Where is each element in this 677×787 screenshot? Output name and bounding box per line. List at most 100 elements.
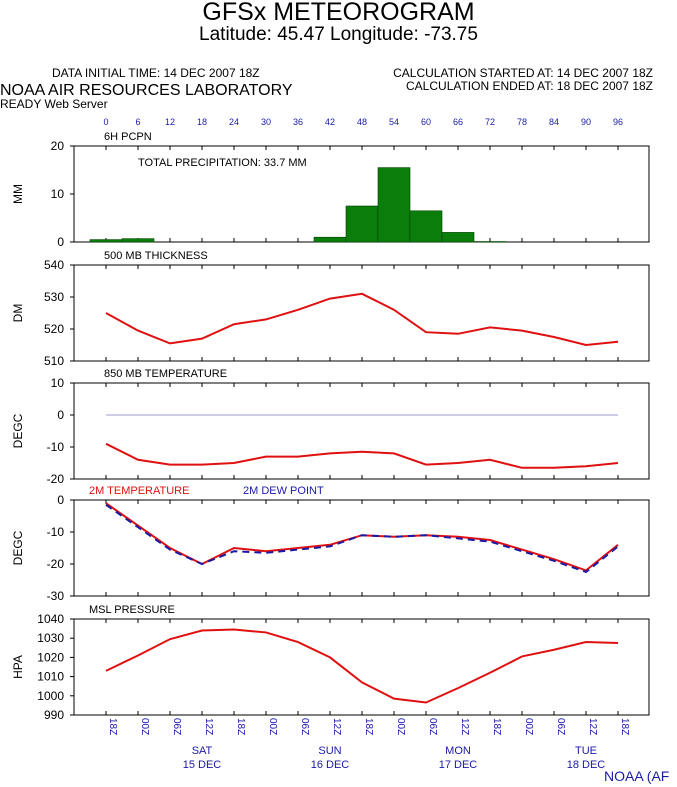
y-tick-label: -10 <box>47 440 65 454</box>
precip-bar <box>441 232 475 243</box>
forecast-hour-label: 36 <box>293 117 303 127</box>
date-label: 17 DEC <box>439 759 478 771</box>
time-tick-label: 06Z <box>555 718 566 735</box>
time-tick-label: 12Z <box>459 718 470 735</box>
time-tick-label: 00Z <box>395 718 406 735</box>
forecast-hour-label: 60 <box>421 117 431 127</box>
y-tick-label: 10 <box>51 376 65 390</box>
y-tick-label: 520 <box>44 322 64 336</box>
time-tick-label: 00Z <box>139 718 150 735</box>
precip-bar <box>345 205 379 243</box>
calculation-started: CALCULATION STARTED AT: 14 DEC 2007 18Z <box>393 66 653 80</box>
date-label: 15 DEC <box>183 759 222 771</box>
precip-bar <box>377 167 411 243</box>
time-tick-label: 06Z <box>299 718 310 735</box>
time-tick-label: 00Z <box>523 718 534 735</box>
y-axis-label: DM <box>11 304 25 323</box>
y-tick-label: 1000 <box>37 689 64 703</box>
date-label: 16 DEC <box>311 759 350 771</box>
lab-name: NOAA AIR RESOURCES LABORATORY <box>0 82 293 99</box>
day-label: MON <box>445 745 471 757</box>
y-tick-label: -20 <box>47 472 65 486</box>
time-tick-label: 06Z <box>171 718 182 735</box>
y-axis-label: MM <box>11 184 25 204</box>
panel-title: 850 MB TEMPERATURE <box>104 368 227 380</box>
time-tick-label: 18Z <box>619 718 630 735</box>
forecast-hour-label: 72 <box>485 117 495 127</box>
panel-frame <box>73 618 650 716</box>
panel-frame <box>73 264 650 362</box>
y-tick-label: 530 <box>44 290 64 304</box>
day-label: TUE <box>575 745 597 757</box>
y-axis-label: DEGC <box>11 413 25 448</box>
panel-frame <box>73 499 650 597</box>
precip-bar <box>409 210 443 243</box>
y-tick-label: -20 <box>47 557 65 571</box>
time-tick-label: 12Z <box>587 718 598 735</box>
forecast-hour-label: 18 <box>197 117 207 127</box>
time-tick-label: 18Z <box>107 718 118 735</box>
y-tick-label: 510 <box>44 354 64 368</box>
y-tick-label: 540 <box>44 258 64 272</box>
y-tick-label: -30 <box>47 589 65 603</box>
total-precip-annotation: TOTAL PRECIPITATION: 33.7 MM <box>138 157 307 169</box>
forecast-hour-label: 6 <box>135 117 140 127</box>
forecast-hour-label: 30 <box>261 117 271 127</box>
time-tick-label: 18Z <box>491 718 502 735</box>
time-tick-label: 12Z <box>331 718 342 735</box>
y-tick-label: 10 <box>51 187 65 201</box>
footer-credit: NOAA (AF <box>604 768 670 784</box>
y-tick-label: 1020 <box>37 650 64 664</box>
data-initial-time: DATA INITIAL TIME: 14 DEC 2007 18Z <box>52 66 260 80</box>
forecast-hour-label: 84 <box>549 117 559 127</box>
time-tick-label: 18Z <box>363 718 374 735</box>
precip-bar <box>121 238 155 243</box>
forecast-hour-label: 12 <box>165 117 175 127</box>
day-label: SAT <box>192 745 213 757</box>
forecast-hour-label: 48 <box>357 117 367 127</box>
series-line <box>105 628 619 704</box>
forecast-hour-label: 96 <box>613 117 623 127</box>
day-label: SUN <box>318 745 341 757</box>
precip-bar <box>89 239 123 243</box>
temperature-line <box>105 502 619 572</box>
legend-2m-temperature: 2M TEMPERATURE <box>89 485 189 497</box>
forecast-hour-label: 54 <box>389 117 399 127</box>
server-name: READY Web Server <box>0 97 108 111</box>
page-subtitle: Latitude: 45.47 Longitude: -73.75 <box>199 24 478 45</box>
series-line <box>105 442 619 469</box>
y-tick-label: 1030 <box>37 631 64 645</box>
calculation-ended: CALCULATION ENDED AT: 18 DEC 2007 18Z <box>406 79 653 93</box>
time-tick-label: 00Z <box>267 718 278 735</box>
page-title: GFSx METEOROGRAM <box>202 0 475 26</box>
y-tick-label: 0 <box>57 408 64 422</box>
forecast-hour-label: 0 <box>103 117 108 127</box>
y-tick-label: -10 <box>47 525 65 539</box>
precip-bar <box>313 236 347 243</box>
date-label: 18 DEC <box>567 759 606 771</box>
panel-title: 6H PCPN <box>104 131 152 143</box>
time-tick-label: 06Z <box>427 718 438 735</box>
forecast-hour-label: 78 <box>517 117 527 127</box>
y-axis-label: HPA <box>11 655 25 679</box>
y-tick-label: 0 <box>57 235 64 249</box>
y-tick-label: 1040 <box>37 612 64 626</box>
y-tick-label: 0 <box>57 493 64 507</box>
dew-point-line <box>105 503 619 574</box>
y-tick-label: 1010 <box>37 670 64 684</box>
y-tick-label: 990 <box>44 708 64 722</box>
panel-title: MSL PRESSURE <box>89 604 175 616</box>
forecast-hour-label: 90 <box>581 117 591 127</box>
time-tick-label: 12Z <box>203 718 214 735</box>
y-tick-label: 20 <box>51 139 65 153</box>
panel-frame <box>73 382 650 480</box>
legend-2m-dew-point: 2M DEW POINT <box>243 485 324 497</box>
time-tick-label: 18Z <box>235 718 246 735</box>
panel-title: 500 MB THICKNESS <box>104 250 208 262</box>
forecast-hour-label: 24 <box>229 117 239 127</box>
series-line <box>105 292 619 347</box>
forecast-hour-label: 42 <box>325 117 335 127</box>
forecast-hour-label: 66 <box>453 117 463 127</box>
y-axis-label: DEGC <box>11 530 25 565</box>
